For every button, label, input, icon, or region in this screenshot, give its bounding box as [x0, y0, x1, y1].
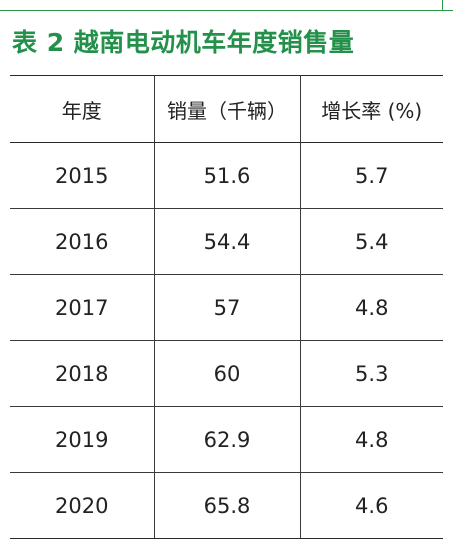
cell-growth: 5.3: [299, 340, 443, 407]
table-title: 表 2 越南电动机车年度销售量: [12, 28, 355, 57]
table-row: 2018 60 5.3: [10, 340, 443, 407]
cell-year: 2016: [10, 208, 155, 275]
table-row: 2020 65.8 4.6: [10, 472, 443, 539]
cell-growth: 4.8: [299, 274, 443, 341]
column-header-sales: 销量（千辆）: [153, 75, 301, 143]
corner-tick-mark: [442, 0, 443, 11]
top-accent-rule: [0, 10, 453, 11]
table-row: 2016 54.4 5.4: [10, 208, 443, 275]
cell-sales: 65.8: [153, 472, 301, 539]
cell-sales: 57: [153, 274, 301, 341]
cell-year: 2017: [10, 274, 155, 341]
column-header-growth: 增长率 (%): [299, 75, 443, 143]
header-row: 年度 销量（千辆） 增长率 (%): [10, 75, 443, 143]
table-row: 2015 51.6 5.7: [10, 142, 443, 209]
cell-growth: 5.7: [299, 142, 443, 209]
cell-year: 2019: [10, 406, 155, 473]
sales-table: 年度 销量（千辆） 增长率 (%) 2015 51.6 5.7 2016 54.…: [10, 75, 443, 539]
table-row: 2019 62.9 4.8: [10, 406, 443, 473]
cell-sales: 51.6: [153, 142, 301, 209]
cell-year: 2018: [10, 340, 155, 407]
table-row: 2017 57 4.8: [10, 274, 443, 341]
cell-sales: 54.4: [153, 208, 301, 275]
cell-sales: 62.9: [153, 406, 301, 473]
cell-growth: 5.4: [299, 208, 443, 275]
cell-growth: 4.8: [299, 406, 443, 473]
column-header-year: 年度: [10, 75, 155, 143]
cell-year: 2020: [10, 472, 155, 539]
cell-growth: 4.6: [299, 472, 443, 539]
cell-sales: 60: [153, 340, 301, 407]
cell-year: 2015: [10, 142, 155, 209]
